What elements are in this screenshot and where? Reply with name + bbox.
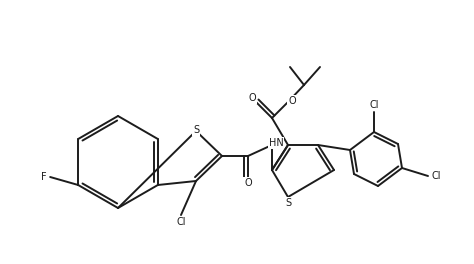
Text: Cl: Cl [431,171,441,181]
Text: O: O [288,96,296,106]
Text: O: O [248,93,256,103]
Text: F: F [41,172,47,182]
Text: Cl: Cl [176,217,186,227]
Text: O: O [244,178,252,188]
Text: HN: HN [269,138,283,148]
Text: S: S [193,125,199,135]
Text: Cl: Cl [369,100,379,110]
Text: S: S [285,198,291,208]
